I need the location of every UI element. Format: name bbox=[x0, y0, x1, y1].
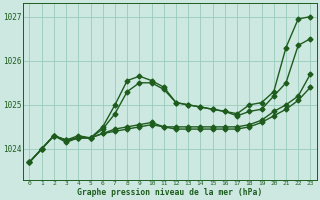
X-axis label: Graphe pression niveau de la mer (hPa): Graphe pression niveau de la mer (hPa) bbox=[77, 188, 263, 197]
